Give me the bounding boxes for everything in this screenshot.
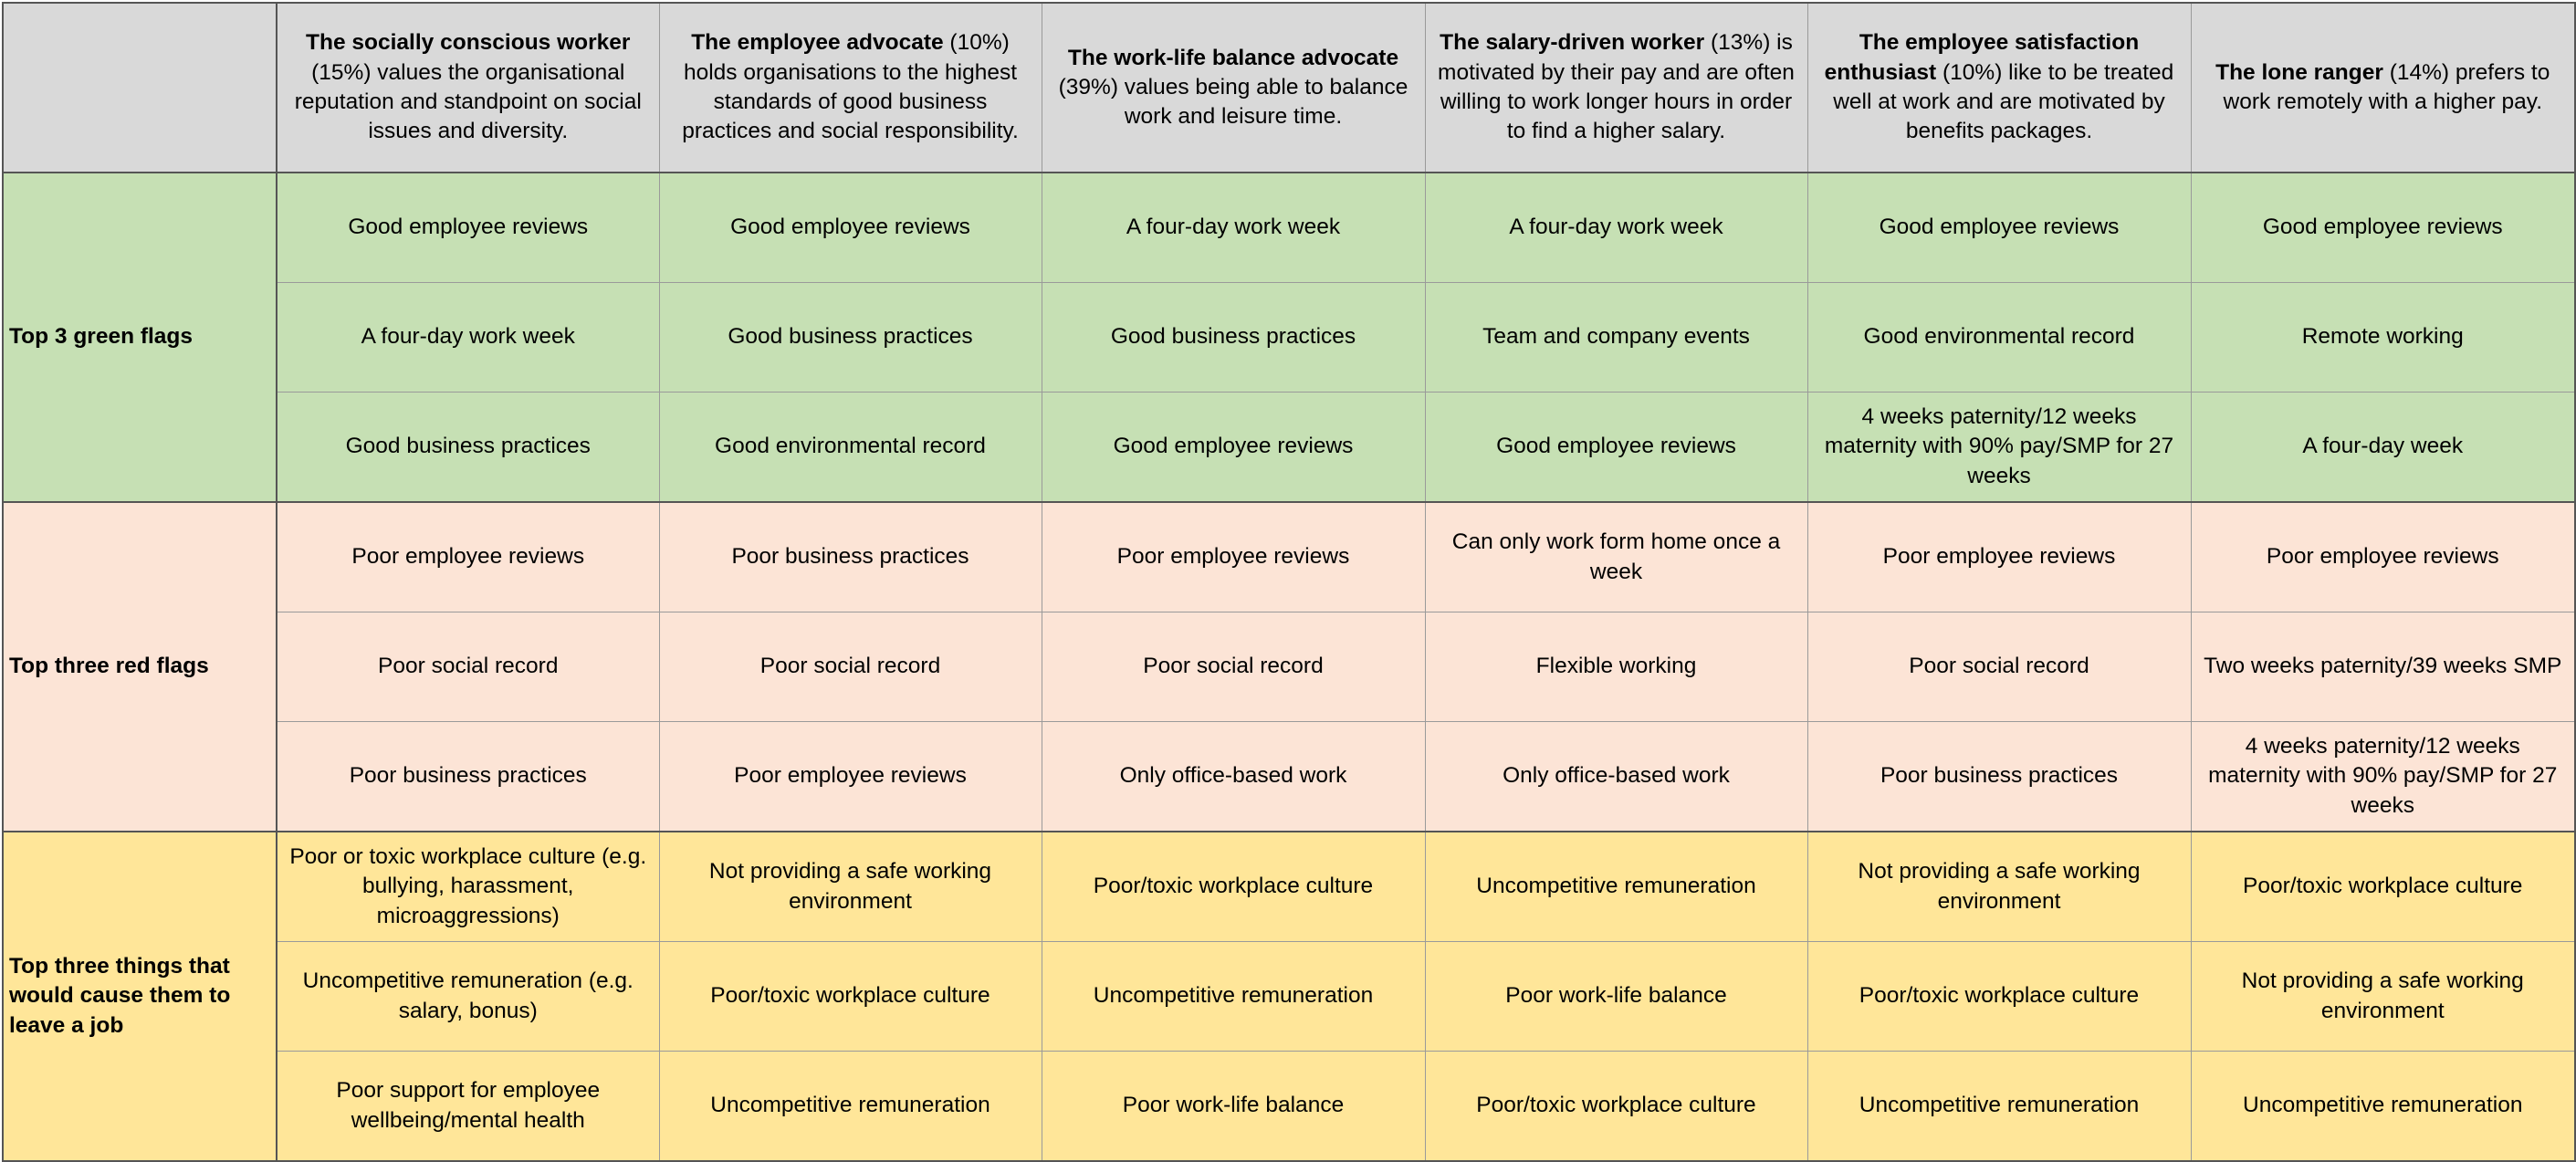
persona-name: The work-life balance advocate xyxy=(1067,45,1399,70)
table-cell: Good business practices xyxy=(276,392,660,503)
persona-description: (13%) is motivated by their pay and are … xyxy=(1438,30,1795,144)
table-cell: Poor employee reviews xyxy=(658,721,1042,832)
persona-name: The employee advocate xyxy=(691,30,944,56)
table-cell: Good business practices xyxy=(658,282,1042,393)
table-cell: Poor/toxic workplace culture xyxy=(1041,831,1426,942)
persona-header-5: The employee satisfaction enthusiast (10… xyxy=(1806,2,2192,173)
persona-header-2: The employee advocate (10%) holds organi… xyxy=(658,2,1042,173)
table-cell: Poor/toxic workplace culture xyxy=(658,941,1042,1052)
table-row: Good business practices Good environment… xyxy=(3,392,2576,503)
table-row: Top three things that would cause them t… xyxy=(2,831,2576,1162)
table-cell: Poor work-life balance xyxy=(1424,941,1808,1052)
table-cell: Good employee reviews xyxy=(1424,392,1808,503)
table-cell: Good employee reviews xyxy=(1806,172,2192,283)
persona-description: (39%) values being able to balance work … xyxy=(1058,74,1408,130)
table-cell: 4 weeks paternity/12 weeks maternity wit… xyxy=(1806,392,2192,503)
table-cell: Not providing a safe working environment xyxy=(1806,831,2192,942)
table-cell: Poor social record xyxy=(1806,612,2192,722)
persona-name: The salary-driven worker xyxy=(1440,30,1705,56)
table-cell: Poor business practices xyxy=(1806,721,2192,832)
table-cell: Poor/toxic workplace culture xyxy=(1424,1051,1808,1162)
table-cell: Not providing a safe working environment xyxy=(658,831,1042,942)
table-row: A four-day work week Good business pract… xyxy=(3,282,2576,393)
header-row: The socially conscious worker (15%) valu… xyxy=(2,2,2576,173)
table-cell: Uncompetitive remuneration xyxy=(2190,1051,2576,1162)
table-cell: Poor or toxic workplace culture (e.g. bu… xyxy=(276,831,660,942)
table-cell: A four-day work week xyxy=(1424,172,1808,283)
persona-name: The lone ranger xyxy=(2215,59,2383,85)
persona-header-3: The work-life balance advocate (39%) val… xyxy=(1041,2,1426,173)
table-cell: Only office-based work xyxy=(1424,721,1808,832)
table-cell: Poor employee reviews xyxy=(1041,501,1426,612)
table-cell: Good employee reviews xyxy=(276,172,660,283)
table-cell: A four-day work week xyxy=(276,282,660,393)
table-cell: Poor social record xyxy=(276,612,660,722)
table-cell: Poor support for employee wellbeing/ment… xyxy=(276,1051,660,1162)
leave-reasons-section: Top three things that would cause them t… xyxy=(2,831,2576,1162)
corner-cell xyxy=(2,2,277,173)
red-flags-section: Top three red flags Poor employee review… xyxy=(2,501,2576,832)
table-cell: Team and company events xyxy=(1424,282,1808,393)
table-cell: A four-day week xyxy=(2190,392,2576,503)
table-row: Poor social record Poor social record Po… xyxy=(3,612,2576,722)
table-cell: 4 weeks paternity/12 weeks maternity wit… xyxy=(2190,721,2576,832)
table-cell: Good environmental record xyxy=(1806,282,2192,393)
persona-description: (10%) holds organisations to the highest… xyxy=(682,30,1019,144)
red-flags-label: Top three red flags xyxy=(2,501,277,832)
table-cell: Uncompetitive remuneration xyxy=(658,1051,1042,1162)
persona-header-6: The lone ranger (14%) prefers to work re… xyxy=(2190,2,2576,173)
table-cell: Only office-based work xyxy=(1041,721,1426,832)
table-cell: Uncompetitive remuneration (e.g. salary,… xyxy=(276,941,660,1052)
table-cell: Poor social record xyxy=(658,612,1042,722)
table-cell: Good environmental record xyxy=(658,392,1042,503)
table-row: Top three red flags Poor employee review… xyxy=(2,501,2576,832)
table-row: Poor support for employee wellbeing/ment… xyxy=(3,1051,2576,1162)
table-row: Poor business practices Poor employee re… xyxy=(3,721,2576,832)
green-flags-label: Top 3 green flags xyxy=(2,172,277,503)
persona-name: The employee satisfaction enthusiast xyxy=(1824,30,2140,85)
table-cell: Poor business practices xyxy=(658,501,1042,612)
table-cell: Poor business practices xyxy=(276,721,660,832)
table-cell: Poor employee reviews xyxy=(2190,501,2576,612)
persona-description: (10%) like to be treated well at work an… xyxy=(1833,59,2174,144)
table-cell: A four-day work week xyxy=(1041,172,1426,283)
table-cell: Remote working xyxy=(2190,282,2576,393)
green-flags-section: Top 3 green flags Good employee reviews … xyxy=(2,172,2576,503)
table-cell: Good employee reviews xyxy=(1041,392,1426,503)
persona-header-1: The socially conscious worker (15%) valu… xyxy=(276,2,660,173)
table-cell: Poor employee reviews xyxy=(1806,501,2192,612)
table-cell: Flexible working xyxy=(1424,612,1808,722)
table-cell: Good employee reviews xyxy=(658,172,1042,283)
table-cell: Poor/toxic workplace culture xyxy=(2190,831,2576,942)
table-cell: Can only work form home once a week xyxy=(1424,501,1808,612)
table-cell: Uncompetitive remuneration xyxy=(1424,831,1808,942)
table-cell: Poor employee reviews xyxy=(276,501,660,612)
table-row: Uncompetitive remuneration (e.g. salary,… xyxy=(3,941,2576,1052)
table-cell: Two weeks paternity/39 weeks SMP xyxy=(2190,612,2576,722)
table-row: Top 3 green flags Good employee reviews … xyxy=(2,172,2576,503)
table-cell: Poor work-life balance xyxy=(1041,1051,1426,1162)
persona-description: (14%) prefers to work remotely with a hi… xyxy=(2223,59,2550,114)
leave-reasons-label: Top three things that would cause them t… xyxy=(2,831,277,1162)
persona-name: The socially conscious worker xyxy=(306,30,631,56)
table-cell: Good business practices xyxy=(1041,282,1426,393)
table-cell: Uncompetitive remuneration xyxy=(1041,941,1426,1052)
table-cell: Uncompetitive remuneration xyxy=(1806,1051,2192,1162)
table-cell: Poor social record xyxy=(1041,612,1426,722)
persona-description: (15%) values the organisational reputati… xyxy=(294,59,642,144)
table-cell: Not providing a safe working environment xyxy=(2190,941,2576,1052)
table-cell: Poor/toxic workplace culture xyxy=(1806,941,2192,1052)
table-cell: Good employee reviews xyxy=(2190,172,2576,283)
persona-header-4: The salary-driven worker (13%) is motiva… xyxy=(1424,2,1808,173)
